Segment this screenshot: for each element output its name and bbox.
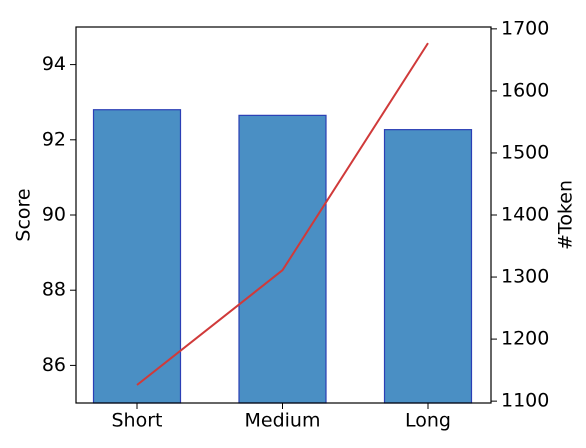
y2-tick-label: 1400 <box>501 204 549 226</box>
y2-tick-label: 1300 <box>501 266 549 288</box>
x-tick-label: Long <box>405 410 451 432</box>
y-tick-label: 94 <box>42 53 66 75</box>
bar <box>383 129 473 404</box>
y2-tick-label: 1600 <box>501 79 549 101</box>
y-axis-label: Score <box>13 188 35 241</box>
y2-axis-label: #Token <box>555 180 577 250</box>
y2-tick-label: 1200 <box>501 328 549 350</box>
y-tick-label: 88 <box>42 279 66 301</box>
y-tick-label: 86 <box>42 354 66 376</box>
y2-tick-label: 1700 <box>501 17 549 39</box>
y-tick-label: 92 <box>42 128 66 150</box>
y-tick-label: 90 <box>42 204 66 226</box>
y2-tick-label: 1100 <box>501 390 549 412</box>
y2-tick-label: 1500 <box>501 141 549 163</box>
bar <box>238 114 327 404</box>
bar <box>92 109 182 404</box>
x-tick-label: Short <box>112 410 163 432</box>
x-tick-label: Medium <box>245 410 321 432</box>
line <box>136 42 429 386</box>
